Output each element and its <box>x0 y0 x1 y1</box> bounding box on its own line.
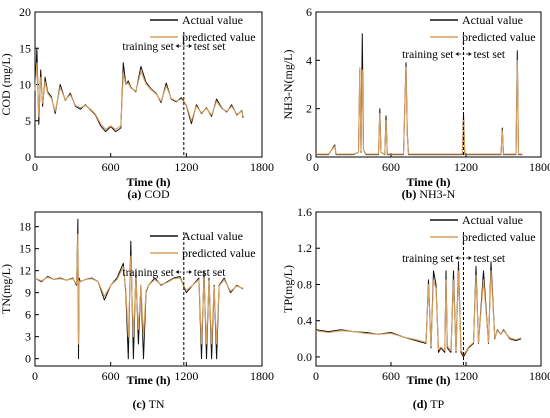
x-tick-label: 0 <box>313 369 319 383</box>
legend-label: Actual value <box>462 213 523 227</box>
y-axis-label: COD (mg/L) <box>0 53 13 115</box>
panel-caption: (d) TP <box>413 397 445 411</box>
panel-caption: (c) TN <box>132 397 164 411</box>
x-tick-label: 0 <box>313 160 319 174</box>
y-tick-label: 0 <box>306 150 312 164</box>
x-tick-label: 1800 <box>250 160 274 174</box>
y-tick-label: 15 <box>19 41 31 55</box>
y-tick-label: 0.8 <box>297 277 312 291</box>
x-tick-label: 1200 <box>454 160 478 174</box>
panel-tag: (c) <box>132 397 145 411</box>
series-line-predicted <box>316 59 523 155</box>
x-axis-label: Time (h) <box>406 373 450 387</box>
plot-frame <box>315 211 542 367</box>
x-tick-label: 1200 <box>174 160 198 174</box>
y-axis-label: TN(mg/L) <box>0 264 13 314</box>
training-set-label: training set <box>402 49 454 61</box>
plot-frame <box>34 211 263 367</box>
y-tick-label: 2 <box>306 102 312 116</box>
y-tick-label: 12 <box>19 264 31 278</box>
y-tick-label: 3 <box>25 330 31 344</box>
x-tick-label: 600 <box>382 160 400 174</box>
series-line-predicted <box>34 62 244 130</box>
legend-label: Actual value <box>182 13 243 27</box>
panel-3: 0 600 1200 1800 0 3 6 9 12 15 18 training set test s… <box>0 211 274 411</box>
panel-caption-name: TP <box>430 397 444 411</box>
test-set-label: test set <box>474 253 506 265</box>
series-line-predicted <box>34 233 244 345</box>
x-tick-label: 1200 <box>454 369 478 383</box>
split-arrow-head-right <box>188 270 192 274</box>
plot-frame <box>315 11 542 158</box>
series-line-actual <box>34 218 244 360</box>
x-tick-label: 600 <box>382 369 400 383</box>
x-tick-label: 1800 <box>529 369 550 383</box>
legend-label: predicted value <box>182 246 256 260</box>
series-line-actual <box>34 47 244 133</box>
panel-tag: (b) <box>402 187 417 201</box>
y-tick-label: 6 <box>306 5 312 19</box>
legend-label: predicted value <box>182 30 256 44</box>
training-set-label: training set <box>122 267 174 279</box>
y-tick-label: 6 <box>25 308 31 322</box>
test-set-label: test set <box>474 49 506 61</box>
x-tick-label: 0 <box>32 369 38 383</box>
y-tick-label: 20 <box>19 5 31 19</box>
y-tick-label: 0.0 <box>297 350 312 364</box>
y-tick-label: 0 <box>25 150 31 164</box>
test-set-label: test set <box>194 267 226 279</box>
x-tick-label: 1800 <box>529 160 550 174</box>
legend-label: predicted value <box>462 30 536 44</box>
split-arrow-head-right <box>468 52 472 56</box>
training-set-label: training set <box>122 41 174 53</box>
panel-tag: (d) <box>413 397 428 411</box>
split-arrow-head-right <box>188 44 192 48</box>
y-tick-label: 0.4 <box>297 314 312 328</box>
panel-1: 0 600 1200 1800 0 5 10 15 20 training set test set… <box>0 5 274 201</box>
y-tick-label: 1.2 <box>297 241 312 255</box>
panel-caption-name: COD <box>144 187 170 201</box>
y-axis-label: NH3-N(mg/L) <box>281 50 295 120</box>
x-tick-label: 600 <box>102 160 120 174</box>
y-tick-label: 10 <box>19 78 31 92</box>
panel-caption: (a) COD <box>127 187 170 201</box>
split-arrow-head-left <box>175 270 179 274</box>
legend-label: Actual value <box>182 229 243 243</box>
split-arrow-head-left <box>455 52 459 56</box>
split-arrow-head-left <box>455 256 459 260</box>
x-axis-label: Time (h) <box>406 175 450 189</box>
training-set-label: training set <box>402 253 454 265</box>
panel-caption: (b) NH3-N <box>402 187 456 201</box>
split-arrow-head-right <box>468 256 472 260</box>
panel-tag: (a) <box>127 187 141 201</box>
panel-2: 0 600 1200 1800 0 2 4 6 training set test set Actu… <box>281 5 550 201</box>
panel-caption-name: NH3-N <box>419 187 455 201</box>
split-arrow-head-left <box>175 44 179 48</box>
x-tick-label: 1800 <box>250 369 274 383</box>
series-line-predicted <box>315 270 522 355</box>
x-axis-label: Time (h) <box>126 373 170 387</box>
y-tick-label: 1.6 <box>297 205 312 219</box>
x-tick-label: 1200 <box>174 369 198 383</box>
panel-caption-name: TN <box>149 397 165 411</box>
y-tick-label: 18 <box>19 220 31 234</box>
panel-4: 0 600 1200 1800 0.0 0.4 0.8 1.2 1.6 training set t… <box>281 205 550 411</box>
y-tick-label: 15 <box>19 242 31 256</box>
legend-label: predicted value <box>462 230 536 244</box>
x-axis-label: Time (h) <box>126 175 170 189</box>
legend-label: Actual value <box>462 13 523 27</box>
y-tick-label: 4 <box>306 53 312 67</box>
y-tick-label: 9 <box>25 286 31 300</box>
y-tick-label: 0 <box>25 352 31 366</box>
x-tick-label: 600 <box>102 369 120 383</box>
y-axis-label: TP(mg/L) <box>281 265 295 313</box>
y-tick-label: 5 <box>25 114 31 128</box>
series-line-actual <box>315 261 522 358</box>
x-tick-label: 0 <box>32 160 38 174</box>
test-set-label: test set <box>194 41 226 53</box>
